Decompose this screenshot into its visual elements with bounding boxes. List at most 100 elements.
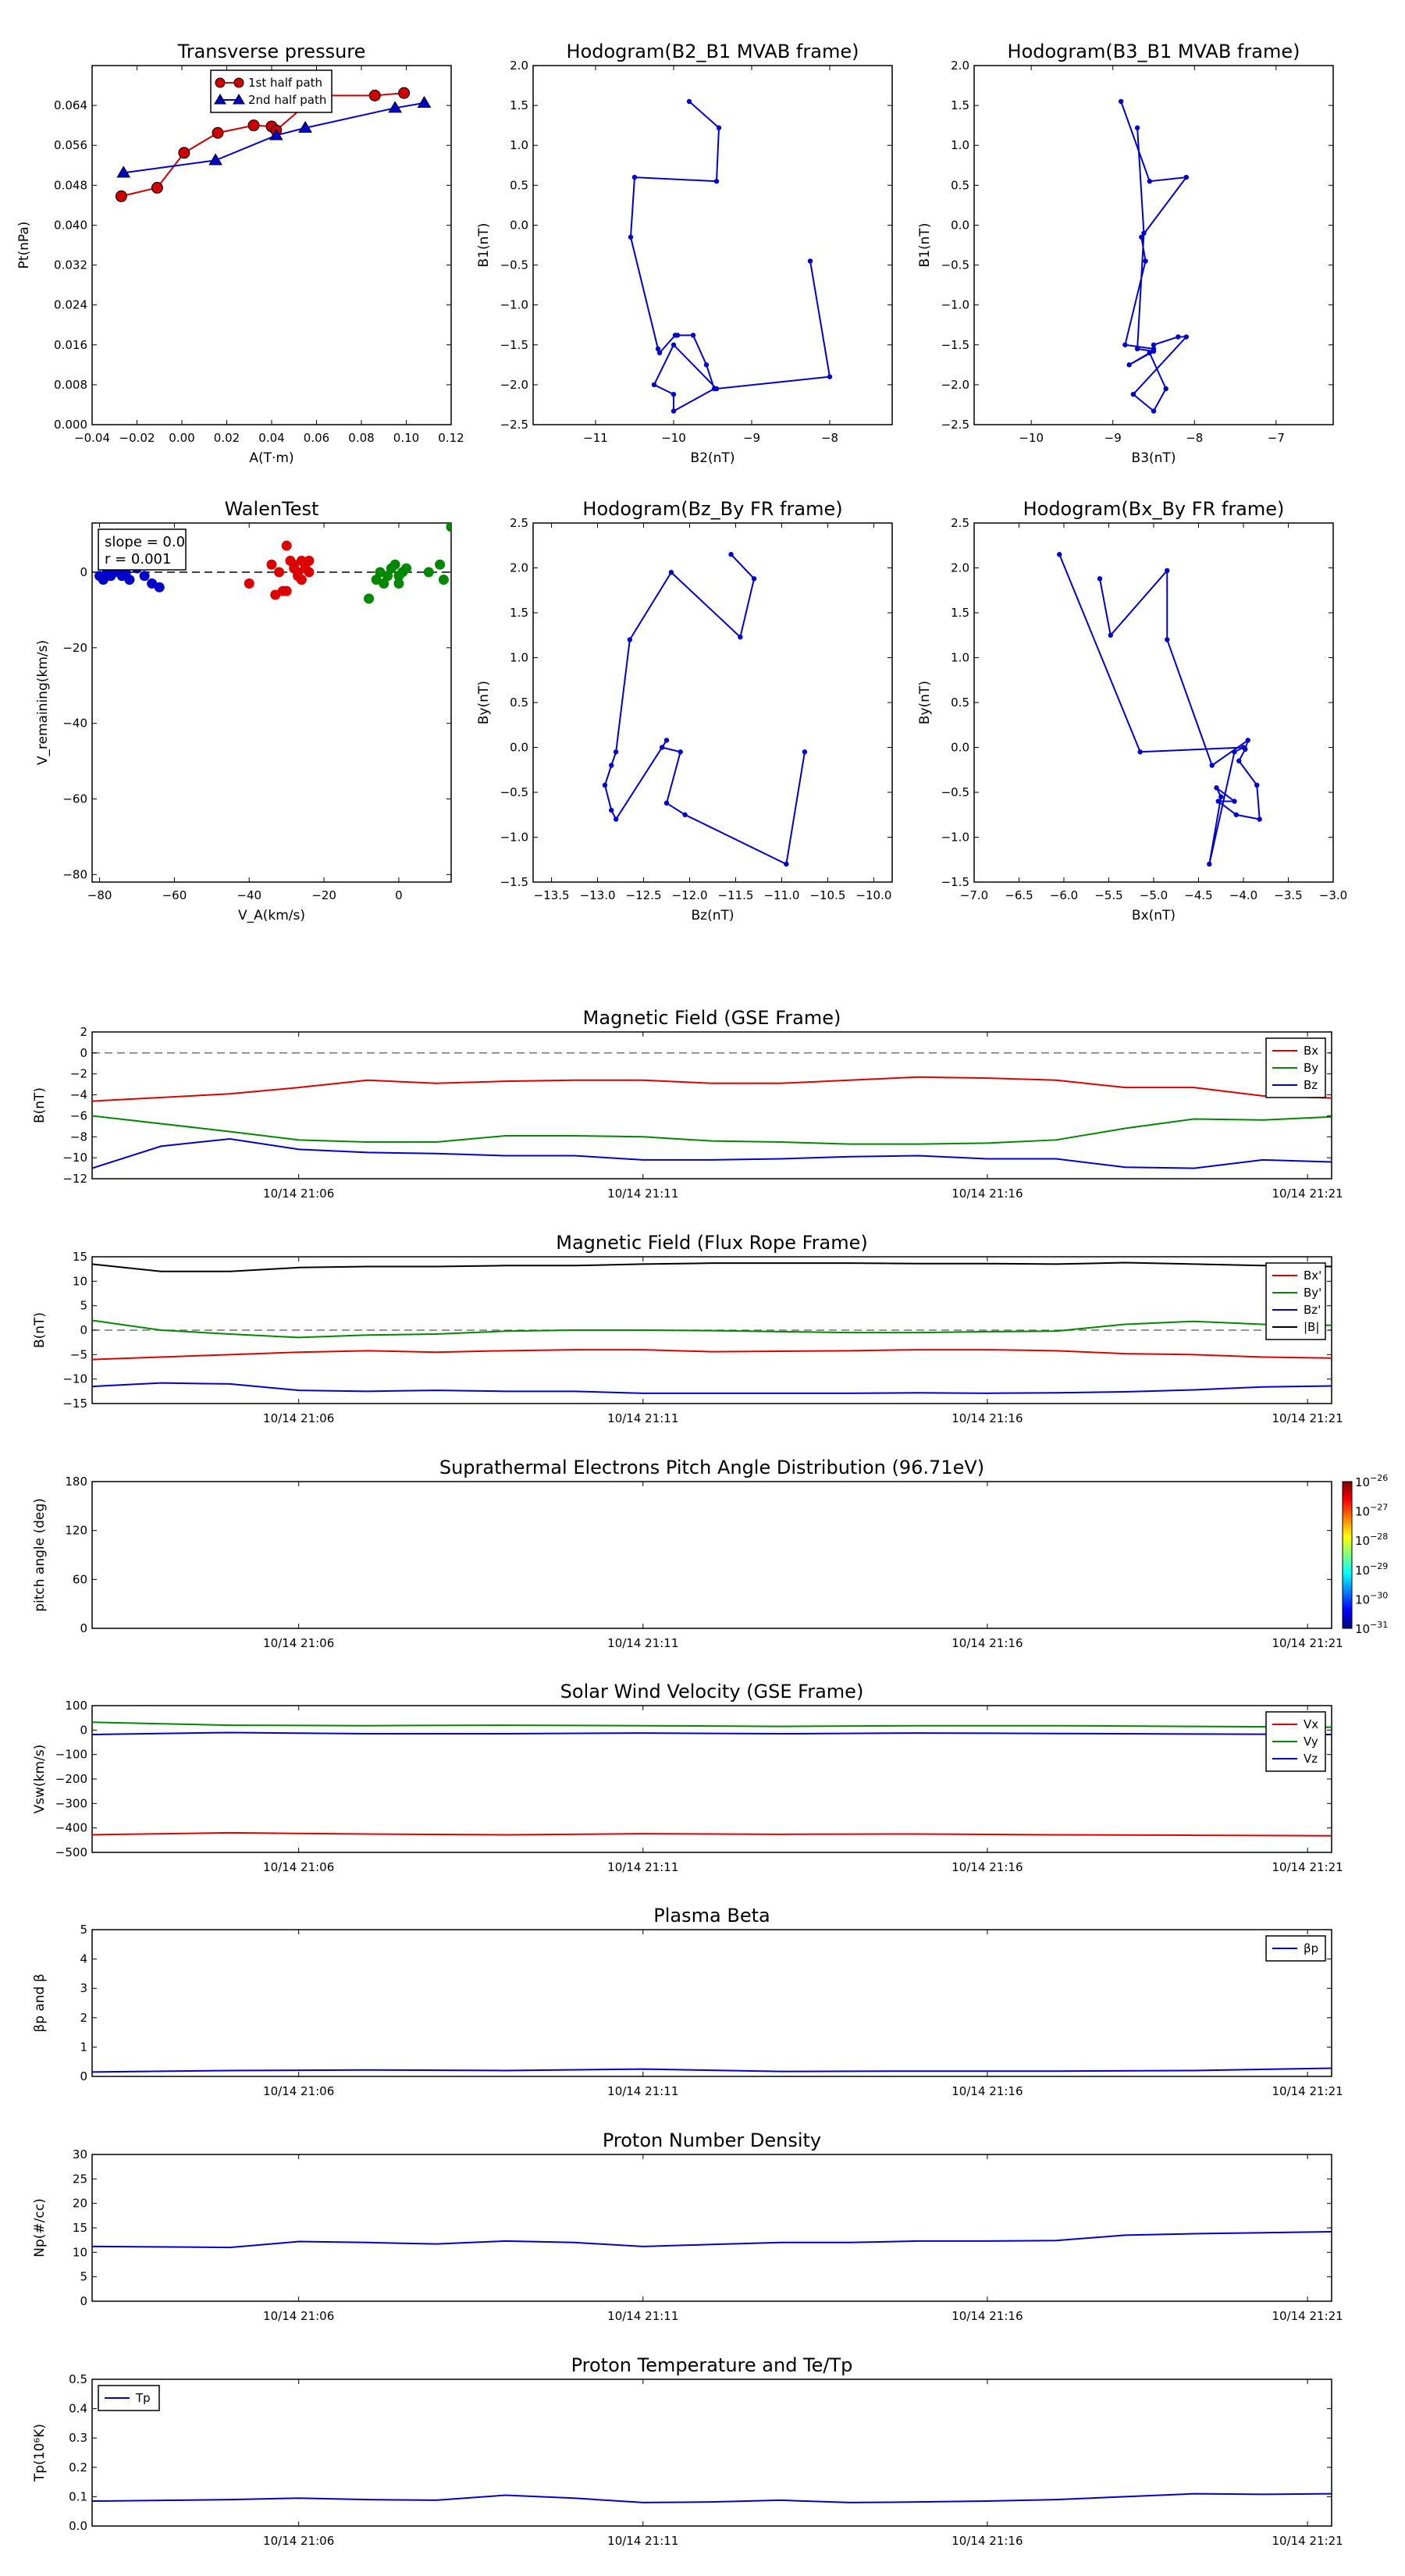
legend-marker	[233, 94, 245, 105]
data-point	[1139, 234, 1144, 240]
data-point	[656, 350, 663, 356]
legend: Bx' By' Bz' |B|	[1265, 1262, 1326, 1340]
panel-title: Hodogram(B2_B1 MVAB frame)	[567, 41, 859, 62]
series-line-Vy	[92, 1721, 1332, 1728]
scatter-point	[304, 555, 315, 566]
colorbar-tick-label: 10−27	[1355, 1503, 1388, 1519]
data-point	[1163, 386, 1168, 392]
data-point	[1141, 230, 1147, 236]
x-tick-label: 10/14 21:06	[263, 1860, 334, 1874]
plot-frame	[91, 2154, 1332, 2302]
y-tick-label: −1.5	[941, 338, 969, 352]
y-tick-label: 4	[80, 1952, 87, 1966]
x-tick-label: −9	[1104, 431, 1122, 445]
y-tick-label: 0.0	[69, 2519, 87, 2533]
legend: Tp	[98, 2385, 160, 2411]
scatter-point	[274, 567, 285, 578]
series-line-2nd half path	[123, 101, 425, 174]
panel-hodo_b2_b1: Hodogram(B2_B1 MVAB frame) −2.5 −2.0 −1.5 −1…	[476, 41, 893, 466]
data-point	[1207, 861, 1212, 867]
y-tick-label: 1.0	[510, 138, 528, 152]
legend-label: 1st half path	[248, 76, 322, 90]
y-tick-label: 1.5	[510, 98, 528, 112]
legend-label: Bx	[1304, 1044, 1318, 1058]
x-tick-label: 0.02	[214, 431, 240, 445]
y-tick-label: 0.5	[951, 696, 969, 710]
y-axis-label: Pt(nPa)	[16, 222, 32, 269]
x-tick-label: −3.5	[1274, 888, 1302, 902]
y-tick-label: −6	[70, 1108, 87, 1123]
panel-title: Solar Wind Velocity (GSE Frame)	[560, 1681, 864, 1703]
y-tick-label: 2.5	[510, 516, 528, 530]
colorbar	[1342, 1481, 1353, 1629]
x-tick-label: 0.06	[304, 431, 329, 445]
y-tick-label: 0	[80, 2294, 87, 2308]
colorbar-tick-label: 10−31	[1355, 1620, 1388, 1636]
x-tick-label: −8	[821, 431, 838, 445]
x-axis-label: A(T·m)	[249, 450, 293, 466]
y-tick-label: −40	[62, 717, 87, 731]
legend-label: Vy	[1304, 1735, 1318, 1749]
y-tick-label: −1.0	[500, 831, 528, 845]
series-line-Bz'	[92, 1382, 1332, 1394]
x-tick-label: −11.5	[718, 888, 754, 902]
colorbar-exponent: −29	[1370, 1561, 1388, 1571]
scatter-point	[124, 575, 135, 585]
data-point	[178, 147, 190, 159]
data-point	[298, 120, 312, 133]
data-point	[1218, 794, 1224, 799]
y-tick-label: 2	[80, 2011, 87, 2025]
data-point	[827, 374, 833, 379]
y-tick-label: −1.0	[941, 298, 969, 312]
data-point	[368, 89, 381, 101]
y-tick-label: 0.056	[54, 138, 87, 152]
data-layer	[92, 1721, 1332, 1837]
panel-title: Proton Number Density	[603, 2129, 821, 2151]
x-tick-label: −80	[87, 888, 112, 902]
data-point	[686, 98, 692, 105]
data-layer	[92, 2492, 1332, 2503]
legend: Vx Vy Vz	[1265, 1711, 1326, 1772]
data-point	[208, 153, 222, 165]
data-point	[1254, 782, 1260, 788]
series-line-By	[92, 1115, 1332, 1145]
data-point	[807, 258, 813, 264]
y-tick-label: −0.5	[941, 258, 969, 272]
data-point	[659, 745, 665, 750]
fit-annotation-line: slope = 0.0	[105, 534, 185, 550]
panel-pad: Suprathermal Electrons Pitch Angle Distr…	[32, 1457, 1388, 1650]
x-tick-label: −0.04	[74, 431, 110, 445]
y-tick-label: 0	[80, 1046, 87, 1060]
colorbar-exponent: −30	[1370, 1590, 1388, 1600]
y-tick-label: 10	[73, 2245, 87, 2259]
y-tick-label: 2.0	[951, 561, 969, 575]
data-point	[1209, 763, 1215, 768]
panel-title: Plasma Beta	[653, 1905, 770, 1927]
x-tick-label: 10/14 21:06	[263, 1411, 334, 1425]
series-line-By'	[92, 1319, 1332, 1339]
y-tick-label: −1.0	[941, 831, 969, 845]
data-point	[1165, 637, 1170, 642]
data-point	[651, 382, 657, 388]
data-layer	[92, 1261, 1332, 1394]
data-point	[417, 95, 432, 109]
data-point	[1108, 632, 1114, 638]
series-line-1st half path	[121, 92, 404, 197]
data-point	[703, 362, 710, 368]
x-tick-label: −11	[583, 431, 608, 445]
y-axis-label: Vsw(km/s)	[32, 1745, 48, 1814]
legend-label: Bx'	[1304, 1268, 1321, 1283]
y-tick-label: −80	[62, 867, 87, 881]
x-tick-label: 10/14 21:16	[951, 1860, 1023, 1874]
data-point	[713, 386, 720, 392]
x-tick-label: −8	[1186, 431, 1203, 445]
y-tick-label: 2.0	[510, 561, 528, 575]
y-tick-label: 0.0	[951, 741, 969, 755]
x-axis-label: Bx(nT)	[1132, 908, 1176, 923]
y-tick-label: 20	[73, 2197, 87, 2211]
y-tick-label: −8	[70, 1130, 87, 1144]
fit-annotation-line: r = 0.001	[105, 551, 171, 568]
y-tick-label: −200	[55, 1772, 87, 1786]
y-tick-label: 0.064	[54, 98, 87, 112]
data-layer	[92, 1076, 1332, 1169]
